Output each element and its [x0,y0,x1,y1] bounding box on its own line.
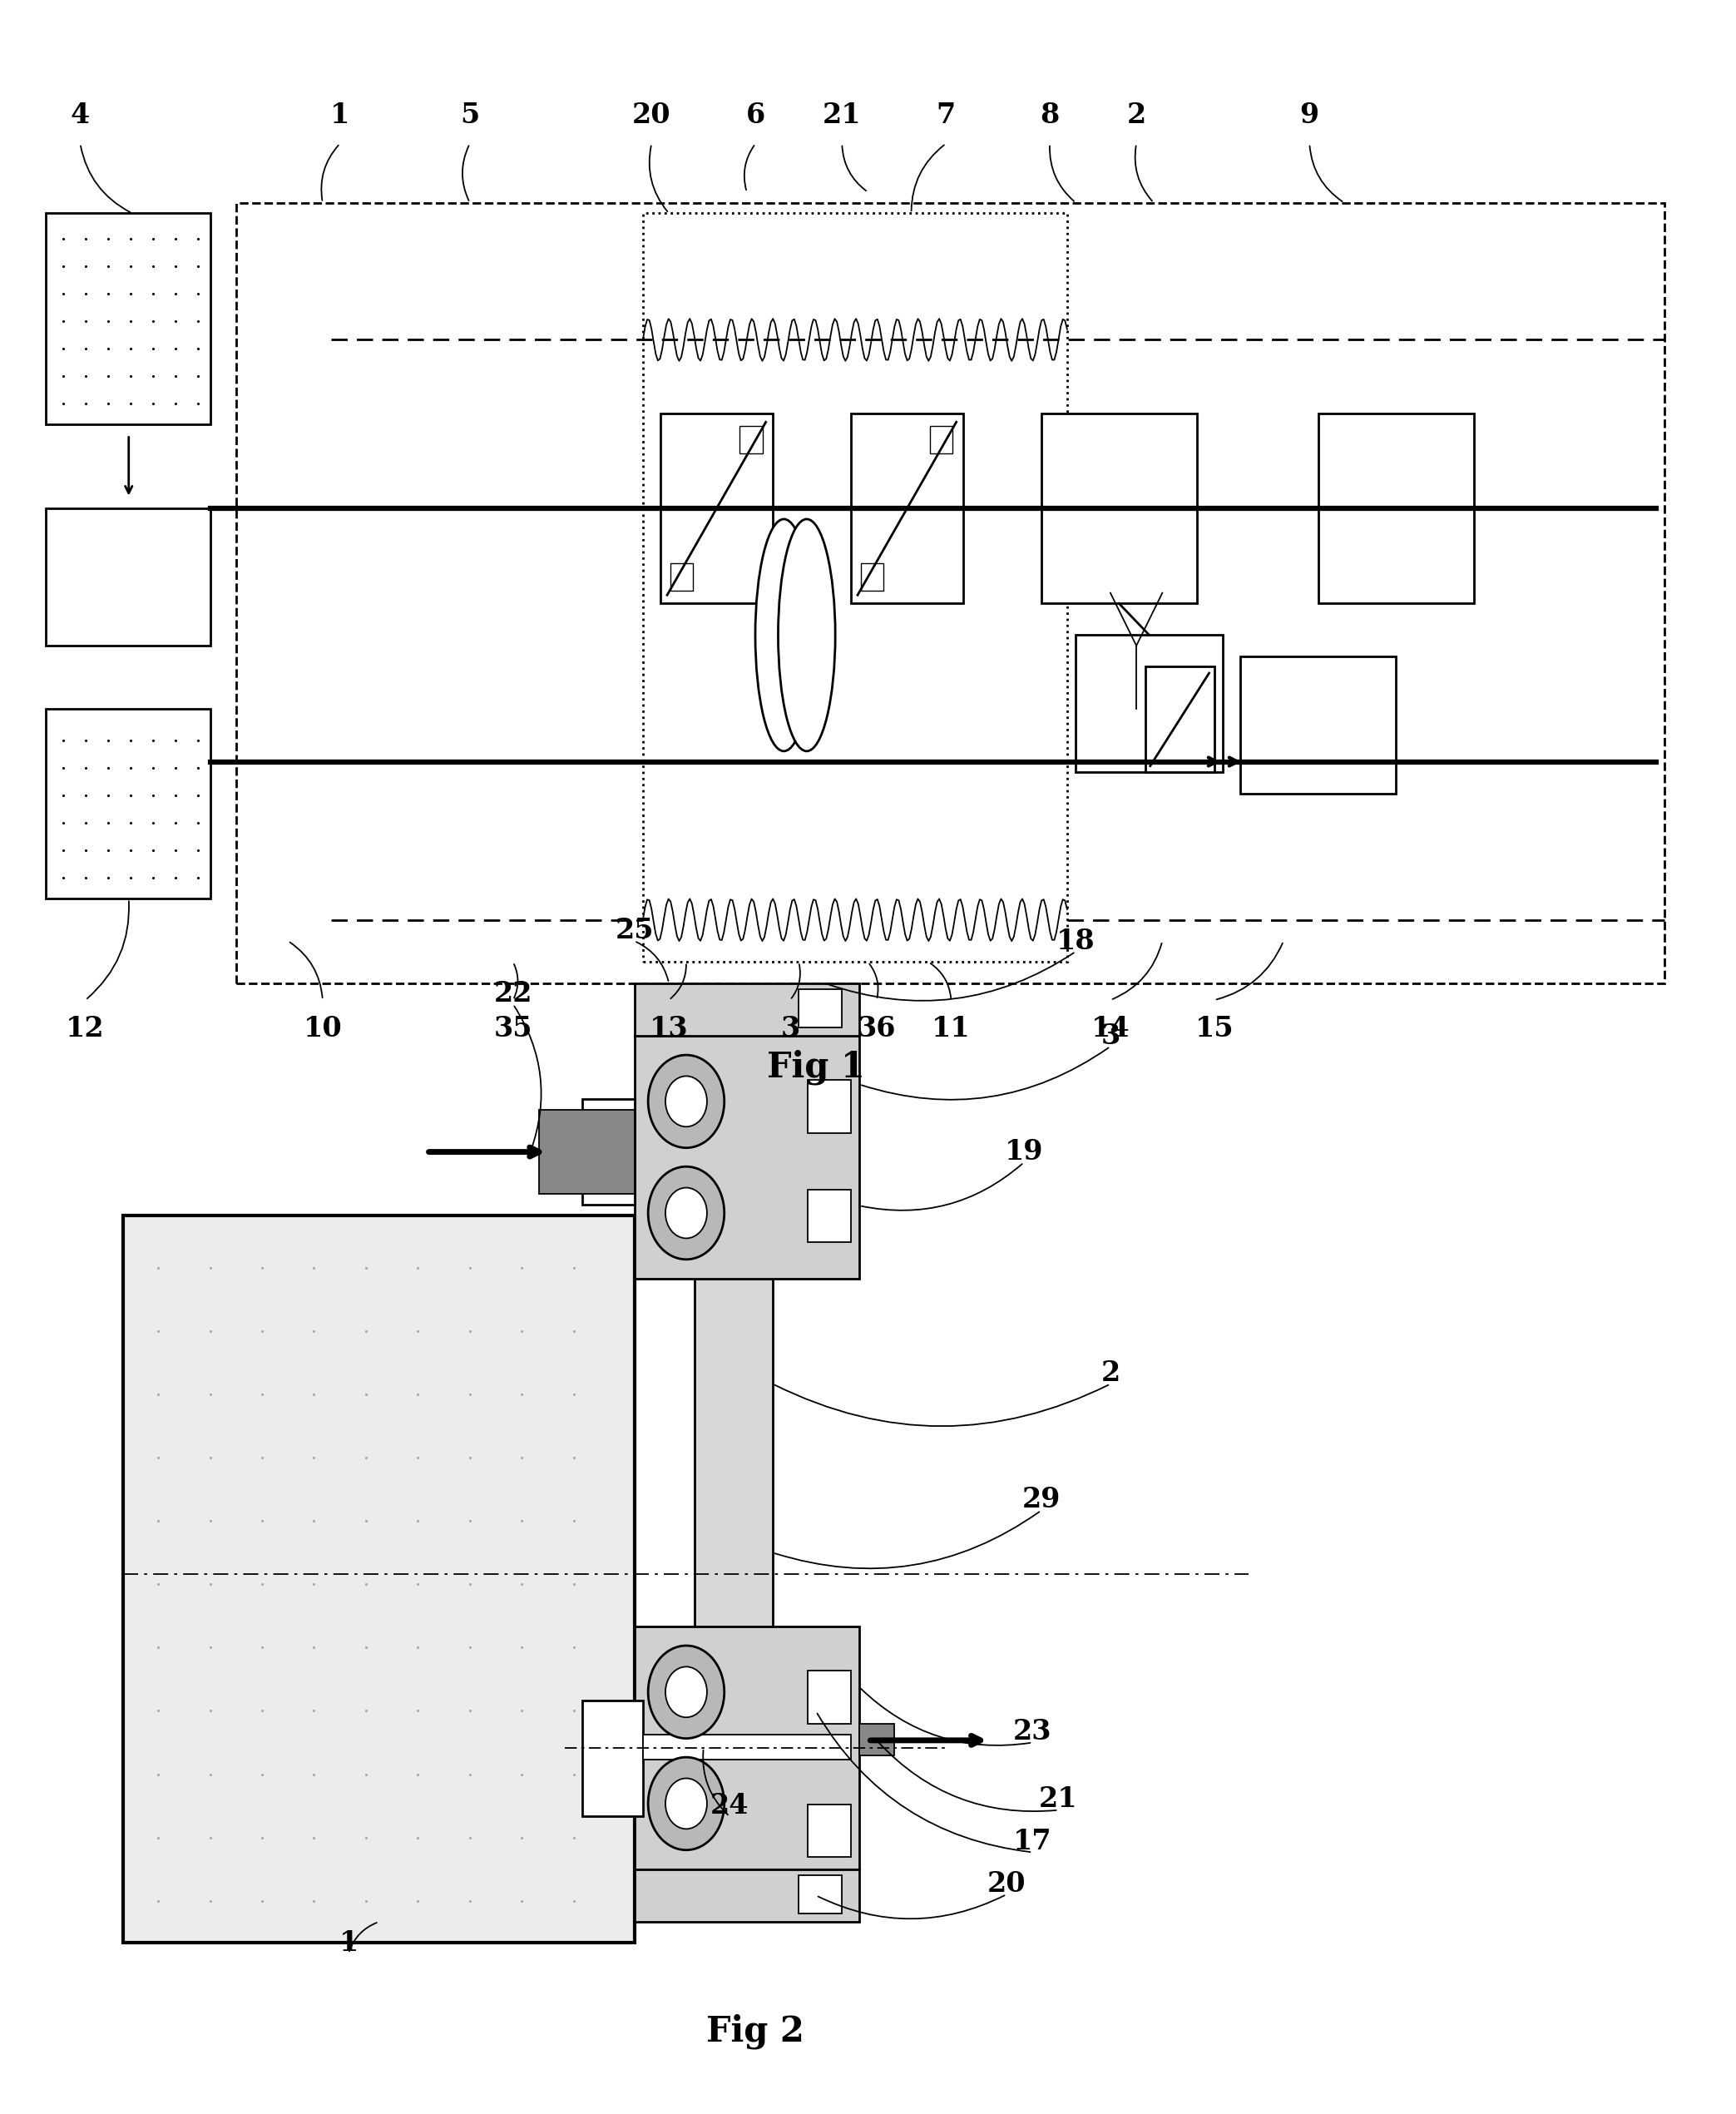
Circle shape [648,1757,724,1850]
Bar [807,1190,851,1243]
Text: 3: 3 [781,1015,800,1042]
Bar [236,203,1665,983]
Text: 12: 12 [66,1015,104,1042]
Bar [642,1736,851,1761]
Bar [45,214,210,425]
Text: 15: 15 [1194,1015,1234,1042]
Bar [670,564,693,590]
Circle shape [665,1076,707,1127]
Text: 29: 29 [1023,1486,1061,1514]
Bar [642,214,1068,962]
Text: 8: 8 [1040,101,1059,129]
Bar [582,1700,642,1816]
Text: 21: 21 [1040,1786,1078,1814]
Text: Fig 1: Fig 1 [767,1051,865,1084]
Circle shape [665,1188,707,1239]
Text: 24: 24 [710,1793,748,1820]
Bar [1318,414,1474,602]
Text: 19: 19 [1005,1137,1043,1165]
Circle shape [665,1666,707,1717]
Text: 4: 4 [71,101,90,129]
Text: Fig 2: Fig 2 [707,2015,804,2048]
Text: 10: 10 [304,1015,342,1042]
Text: 35: 35 [493,1015,533,1042]
Text: 14: 14 [1090,1015,1130,1042]
Bar [1240,655,1396,793]
Ellipse shape [778,520,835,750]
Text: 20: 20 [632,101,672,129]
Bar [634,1869,859,1922]
Bar [634,983,859,1036]
Text: 22: 22 [493,981,533,1008]
Text: 20: 20 [988,1871,1026,1898]
Bar [807,1080,851,1133]
Text: 6: 6 [746,101,766,129]
Text: 11: 11 [932,1015,970,1042]
Text: 3: 3 [1101,1023,1120,1051]
Circle shape [665,1778,707,1829]
Bar [930,427,953,455]
Bar [851,414,963,602]
Bar [807,1670,851,1723]
Bar [634,1626,859,1869]
Text: 1: 1 [339,1930,358,1958]
Bar [694,1279,773,1869]
Bar [540,1110,634,1194]
Text: 21: 21 [823,101,861,129]
Text: 5: 5 [460,101,479,129]
Ellipse shape [755,520,812,750]
Text: 18: 18 [1057,928,1095,956]
Bar [859,1723,894,1755]
Circle shape [648,1055,724,1148]
Bar [1042,414,1196,602]
Text: 36: 36 [858,1015,896,1042]
Bar [1076,634,1222,772]
Text: 1: 1 [330,101,349,129]
Bar [45,509,210,645]
Bar [634,1036,859,1279]
Text: 9: 9 [1300,101,1319,129]
Bar [123,1216,634,1943]
Bar [861,564,884,590]
Text: 23: 23 [1014,1719,1052,1746]
Bar [1146,666,1213,772]
Text: 17: 17 [1014,1829,1052,1856]
Bar [799,989,842,1027]
Bar [740,427,762,455]
Bar [660,414,773,602]
Circle shape [648,1645,724,1738]
Bar [582,1099,634,1205]
Bar [807,1803,851,1856]
Text: 25: 25 [615,917,653,945]
Circle shape [648,1167,724,1260]
Text: 2: 2 [1101,1359,1120,1387]
Text: 13: 13 [649,1015,687,1042]
Bar [799,1875,842,1913]
Text: 2: 2 [1127,101,1146,129]
Bar [45,708,210,898]
Text: 7: 7 [936,101,955,129]
